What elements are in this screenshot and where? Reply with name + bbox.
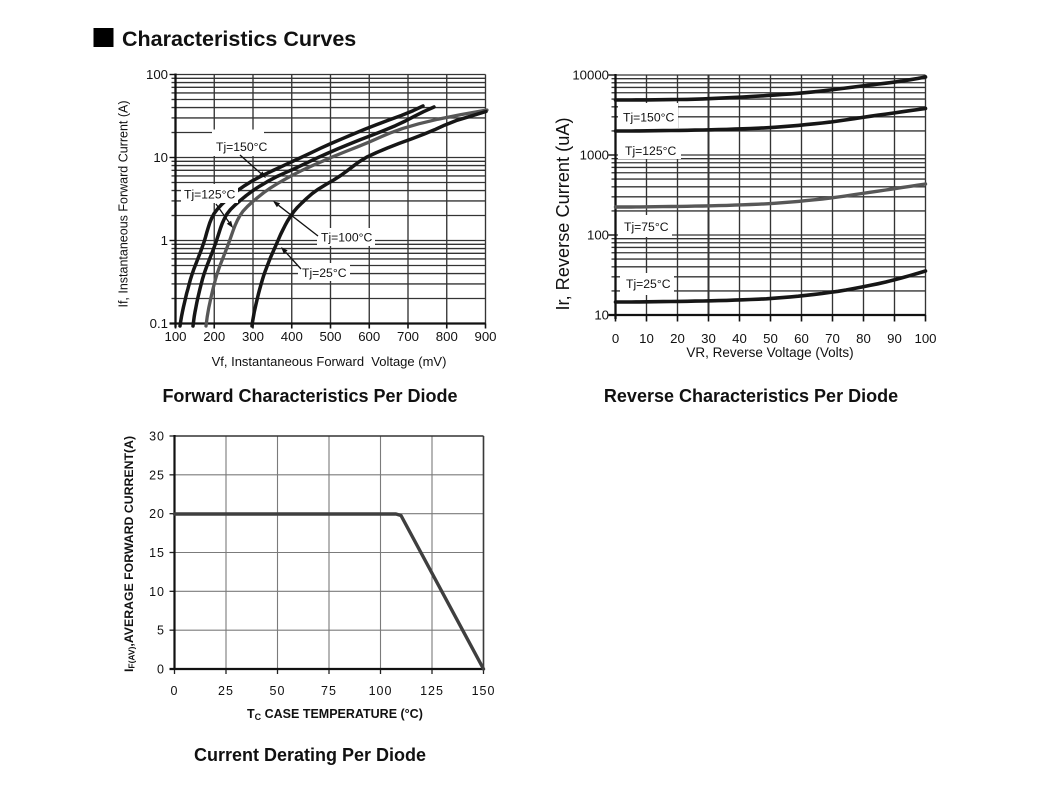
svg-text:150: 150 [472,684,496,698]
svg-text:Reverse Characteristics Per Di: Reverse Characteristics Per Diode [604,386,898,406]
svg-text:100: 100 [146,67,168,82]
svg-text:10: 10 [153,150,168,165]
svg-text:5: 5 [157,624,165,638]
svg-text:0.1: 0.1 [150,316,168,331]
svg-text:20: 20 [670,331,685,346]
svg-text:Characteristics Curves: Characteristics Curves [122,27,356,51]
svg-text:60: 60 [794,331,809,346]
svg-text:If, Instantaneous Forward Curr: If, Instantaneous Forward Current (A) [117,100,131,307]
svg-text:Forward Characteristics Per Di: Forward Characteristics Per Diode [162,386,457,406]
svg-text:IF(AV),AVERAGE FORWARD CURRENT: IF(AV),AVERAGE FORWARD CURRENT(A) [122,436,137,672]
svg-text:Tj=125°C: Tj=125°C [184,188,235,202]
svg-text:900: 900 [474,329,496,344]
svg-text:Ir, Reverse Current (uA): Ir, Reverse Current (uA) [553,117,573,310]
svg-text:0: 0 [612,331,619,346]
svg-text:80: 80 [856,331,871,346]
svg-text:100: 100 [587,228,609,243]
svg-text:Tj=25°C: Tj=25°C [302,266,347,280]
svg-text:Vf, Instantaneous Forward Vol: Vf, Instantaneous Forward Voltage (mV) [212,354,447,369]
svg-text:10: 10 [594,308,609,323]
svg-text:500: 500 [319,329,341,344]
svg-text:Tj=25°C: Tj=25°C [626,277,671,291]
svg-text:20: 20 [149,507,165,521]
svg-text:100: 100 [164,329,186,344]
svg-text:10000: 10000 [572,68,609,83]
svg-text:Tj=75°C: Tj=75°C [624,220,669,234]
svg-text:100: 100 [369,684,393,698]
svg-text:1000: 1000 [580,148,609,163]
svg-text:75: 75 [321,684,337,698]
svg-text:0: 0 [171,684,179,698]
svg-text:Tj=150°C: Tj=150°C [623,111,674,125]
svg-text:Tj=150°C: Tj=150°C [216,140,267,154]
svg-text:30: 30 [701,331,716,346]
svg-text:90: 90 [887,331,902,346]
svg-text:40: 40 [732,331,747,346]
svg-text:70: 70 [825,331,840,346]
svg-text:700: 700 [397,329,419,344]
svg-text:0: 0 [157,663,165,677]
svg-text:10: 10 [149,585,165,599]
svg-text:600: 600 [358,329,380,344]
svg-text:800: 800 [436,329,458,344]
svg-text:TC CASE TEMPERATURE (°C): TC CASE TEMPERATURE (°C) [247,707,423,722]
svg-text:VR, Reverse Voltage (Volts): VR, Reverse Voltage (Volts) [686,345,853,360]
svg-text:50: 50 [270,684,286,698]
svg-text:25: 25 [218,684,234,698]
svg-text:100: 100 [914,331,936,346]
svg-text:10: 10 [639,331,654,346]
svg-text:15: 15 [149,546,165,560]
svg-text:Tj=100°C: Tj=100°C [321,231,372,245]
svg-text:25: 25 [149,468,165,482]
svg-text:300: 300 [242,329,264,344]
svg-text:1: 1 [161,233,168,248]
svg-text:Current Derating Per Diode: Current Derating Per Diode [194,745,426,765]
svg-text:Tj=125°C: Tj=125°C [625,144,676,158]
svg-text:200: 200 [203,329,225,344]
svg-text:400: 400 [281,329,303,344]
svg-text:30: 30 [149,430,165,444]
svg-text:50: 50 [763,331,778,346]
svg-text:125: 125 [420,684,444,698]
